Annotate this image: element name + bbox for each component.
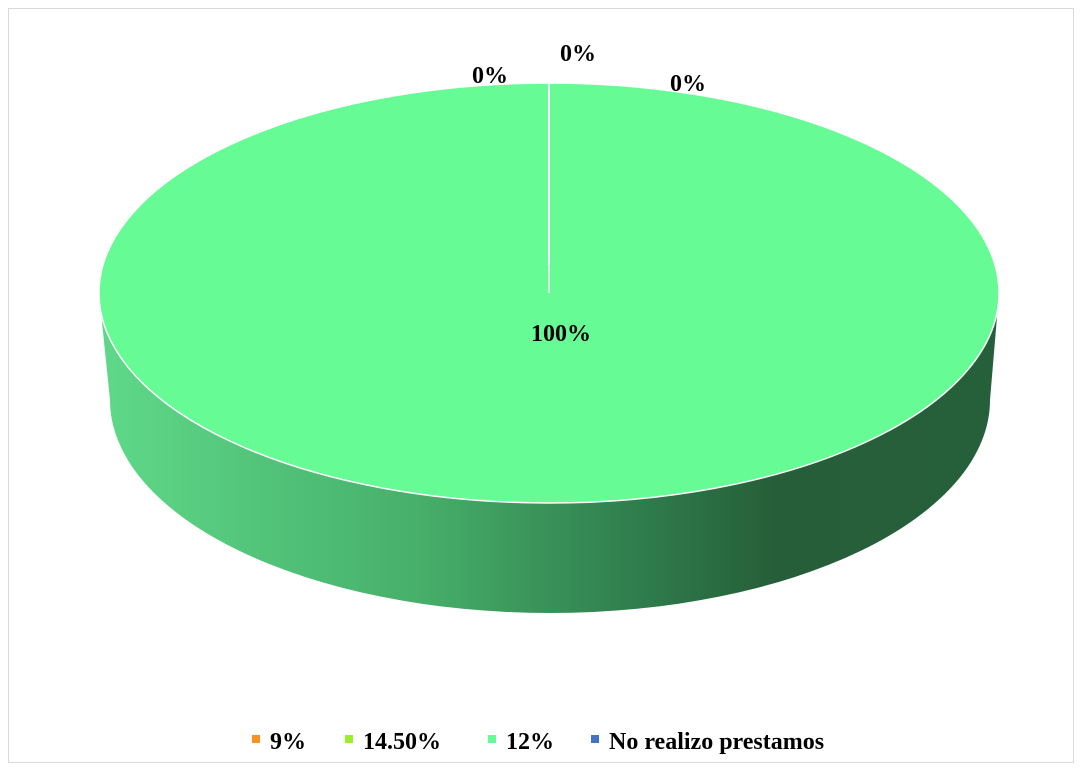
legend-label-no-realizo-prestamos: No realizo prestamos — [609, 729, 824, 755]
legend-label-9: 9% — [270, 729, 306, 755]
legend: 9% 14.50% 12% No realizo prestamos — [252, 729, 824, 755]
legend-label-14-50: 14.50% — [363, 729, 441, 755]
legend-swatch-9 — [252, 735, 260, 743]
data-label-12: 100% — [531, 321, 591, 347]
legend-label-12: 12% — [506, 729, 554, 755]
legend-swatch-no-realizo-prestamos — [591, 735, 599, 743]
legend-swatch-14-50 — [345, 735, 353, 743]
data-label-9: 0% — [472, 63, 508, 89]
legend-swatch-12 — [488, 735, 496, 743]
data-label-no-realizo-prestamos: 0% — [670, 71, 706, 97]
pie-side-wall — [99, 293, 999, 613]
data-label-14-50: 0% — [560, 41, 596, 67]
